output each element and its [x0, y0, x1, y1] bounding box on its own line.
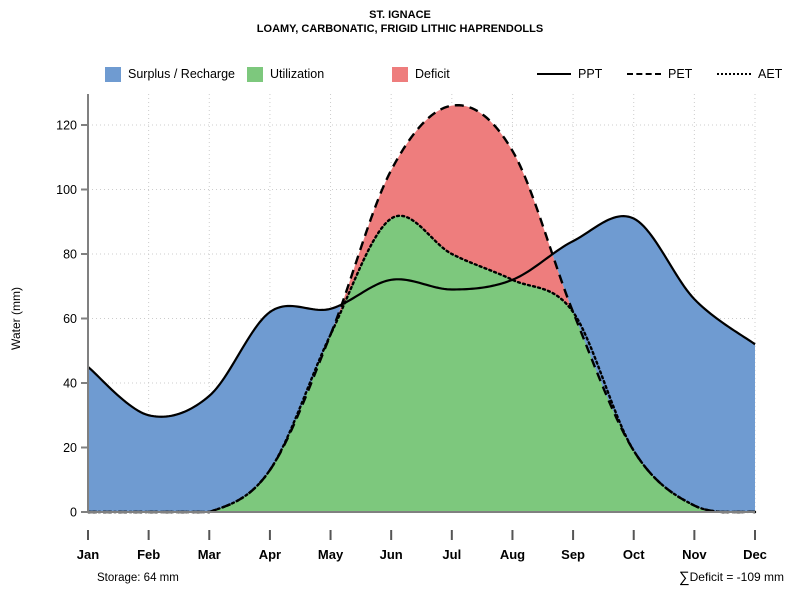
chart-title: ST. IGNACE LOAMY, CARBONATIC, FRIGID LIT…	[0, 0, 800, 36]
x-tick-label: Jun	[380, 547, 403, 562]
x-tick-label: May	[318, 547, 344, 562]
legend-label-utilization: Utilization	[270, 67, 325, 81]
area-surplus-recharge	[88, 305, 341, 512]
legend-label-pet: PET	[668, 67, 693, 81]
area-surplus-recharge	[552, 216, 755, 512]
y-tick-label: 0	[70, 506, 77, 520]
y-tick-label: 60	[63, 312, 77, 326]
deficit-annotation: ∑Deficit = -109 mm	[679, 569, 784, 586]
x-tick-label: Jul	[442, 547, 461, 562]
legend-label-aet: AET	[758, 67, 783, 81]
legend-line-ppt-icon	[537, 67, 571, 81]
legend-item-surplus: Surplus / Recharge	[105, 62, 235, 86]
legend-line-pet-icon	[627, 67, 661, 81]
legend-item-utilization: Utilization	[247, 62, 324, 86]
y-tick-label: 120	[56, 119, 77, 133]
sigma-symbol: ∑	[678, 569, 690, 586]
legend-item-aet: AET	[717, 62, 782, 86]
y-tick-label: 80	[63, 248, 77, 262]
x-tick-label: Feb	[137, 547, 160, 562]
legend-label-ppt: PPT	[578, 67, 603, 81]
legend-swatch-deficit	[392, 66, 408, 82]
legend-swatch-surplus	[105, 66, 121, 82]
curve-ppt	[87, 215, 756, 418]
x-tick-label: Dec	[743, 547, 767, 562]
legend-swatch-utilization	[247, 66, 263, 82]
x-tick-label: Apr	[259, 547, 281, 562]
y-tick-label: 100	[56, 183, 77, 197]
legend-label-deficit: Deficit	[415, 67, 450, 81]
legend-item-deficit: Deficit	[392, 62, 450, 86]
legend-item-pet: PET	[627, 62, 692, 86]
title-line-2: LOAMY, CARBONATIC, FRIGID LITHIC HAPREND…	[256, 23, 544, 35]
y-tick-label: 40	[63, 377, 77, 391]
chart-legend: Surplus / Recharge Utilization Deficit P…	[0, 62, 800, 86]
title-line-1: ST. IGNACE	[369, 9, 431, 21]
x-tick-label: Aug	[500, 547, 525, 562]
legend-line-aet-icon	[717, 67, 751, 81]
x-tick-label: Oct	[623, 547, 645, 562]
y-tick-label: 20	[63, 441, 77, 455]
area-utilization	[211, 215, 720, 512]
legend-label-surplus: Surplus / Recharge	[128, 67, 236, 81]
x-tick-label: Nov	[682, 547, 707, 562]
storage-annotation: Storage: 64 mm	[97, 572, 179, 584]
legend-item-ppt: PPT	[537, 62, 602, 86]
x-tick-label: Mar	[198, 547, 221, 562]
y-axis-title: Water (mm)	[9, 287, 23, 350]
area-deficit	[333, 105, 571, 330]
deficit-text: Deficit = -109 mm	[689, 570, 784, 584]
x-tick-label: Jan	[77, 547, 99, 562]
x-tick-label: Sep	[561, 547, 585, 562]
